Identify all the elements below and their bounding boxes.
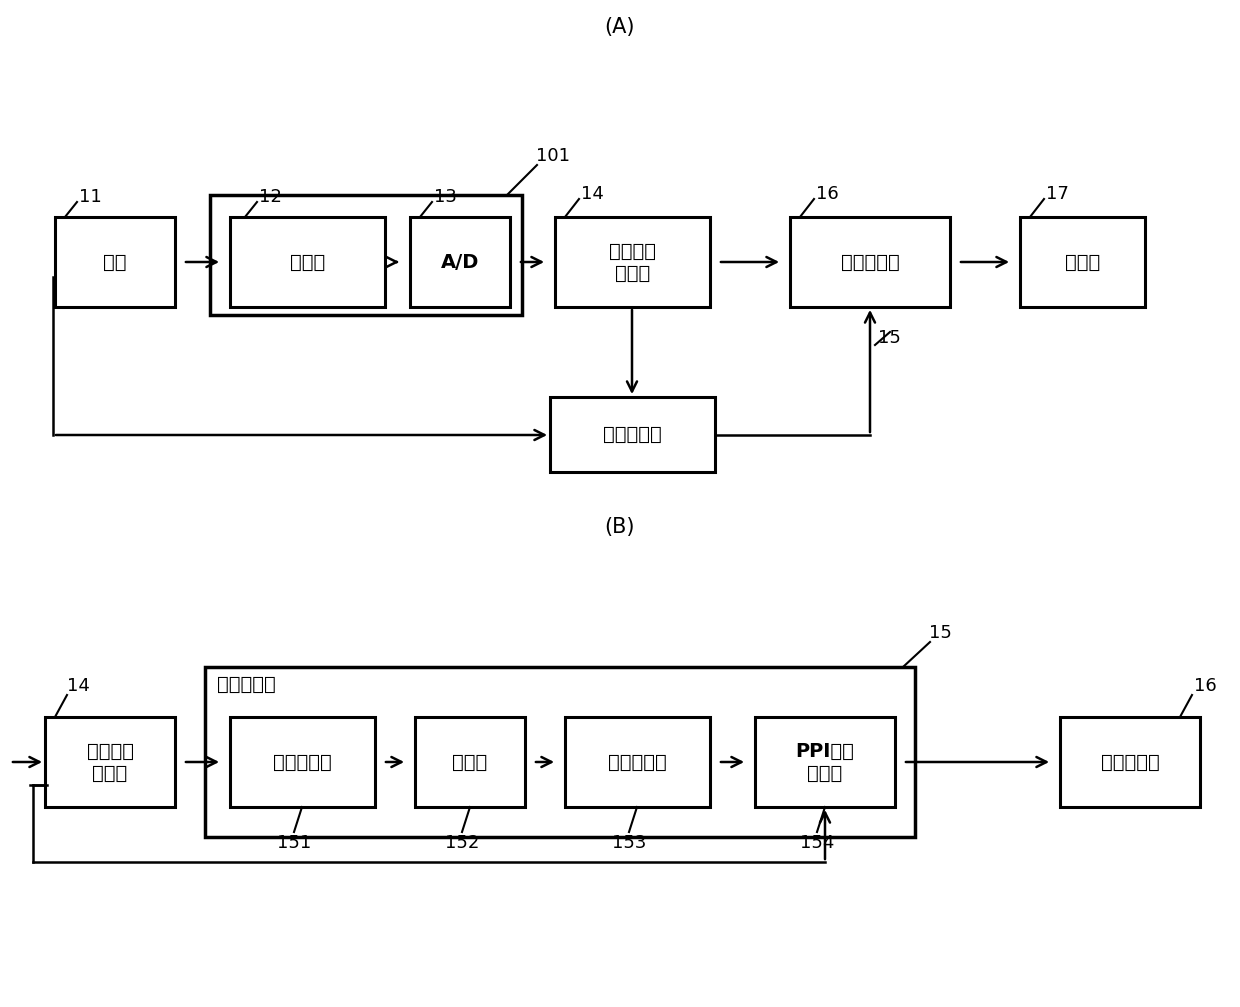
Bar	[556, 217, 711, 307]
Text: (A): (A)	[605, 17, 635, 37]
Bar	[565, 717, 711, 807]
Text: 14: 14	[67, 677, 89, 695]
Text: 对象选择部: 对象选择部	[273, 752, 332, 771]
Bar	[45, 717, 175, 807]
Text: A/D: A/D	[440, 253, 479, 272]
Text: 12: 12	[259, 188, 281, 206]
Text: 比例计算部: 比例计算部	[608, 752, 667, 771]
Text: 14: 14	[582, 185, 604, 203]
Bar	[1021, 217, 1145, 307]
Text: 图像存储器: 图像存储器	[1101, 752, 1159, 771]
Bar	[410, 217, 510, 307]
Bar	[551, 397, 715, 472]
Text: 15: 15	[929, 624, 952, 642]
Text: 图像存储器: 图像存储器	[841, 253, 899, 272]
Text: 153: 153	[611, 834, 646, 852]
Bar	[229, 217, 384, 307]
Text: 16: 16	[1194, 677, 1216, 695]
Bar	[415, 717, 525, 807]
Text: 15: 15	[878, 329, 901, 347]
Text: 距离扫描
存储器: 距离扫描 存储器	[87, 741, 134, 782]
Bar	[205, 667, 915, 837]
Text: 101: 101	[536, 147, 570, 165]
Text: 152: 152	[445, 834, 479, 852]
Bar	[790, 217, 950, 307]
Text: 151: 151	[277, 834, 311, 852]
Bar	[1060, 717, 1200, 807]
Bar	[210, 195, 522, 315]
Text: 11: 11	[79, 188, 102, 206]
Text: 图像处理部: 图像处理部	[217, 675, 275, 694]
Text: PPI图像
生成部: PPI图像 生成部	[796, 741, 854, 782]
Text: 图像处理部: 图像处理部	[603, 425, 662, 444]
Text: 13: 13	[434, 188, 456, 206]
Text: 接收部: 接收部	[290, 253, 325, 272]
Text: 天线: 天线	[103, 253, 126, 272]
Text: 距离扫描
存储器: 距离扫描 存储器	[609, 242, 656, 283]
Text: 154: 154	[800, 834, 835, 852]
Text: (B): (B)	[605, 517, 635, 537]
Bar	[55, 217, 175, 307]
Text: 显示器: 显示器	[1065, 253, 1100, 272]
Bar	[229, 717, 374, 807]
Bar	[755, 717, 895, 807]
Text: 16: 16	[816, 185, 838, 203]
Text: 17: 17	[1047, 185, 1069, 203]
Text: 提取部: 提取部	[453, 752, 487, 771]
